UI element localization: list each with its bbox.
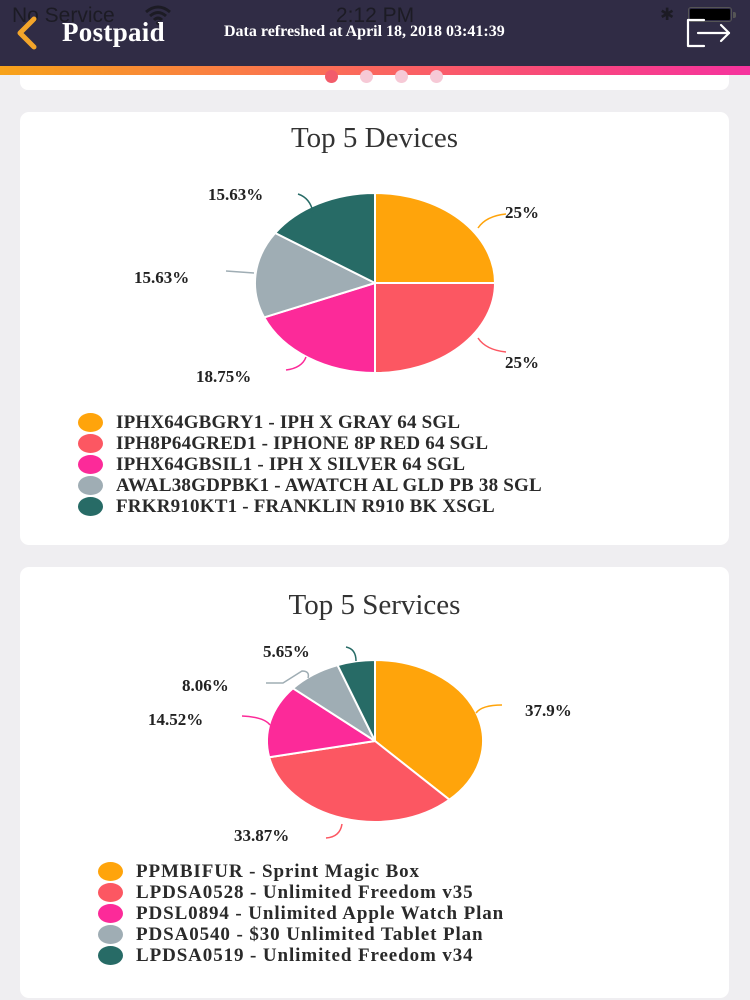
legend-swatch xyxy=(98,883,123,902)
pie-slice[interactable] xyxy=(268,740,451,823)
legend-swatch xyxy=(78,434,103,453)
legend-label: PDSA0540 - $30 Unlimited Tablet Plan xyxy=(136,923,484,945)
status-time: 2:12 PM xyxy=(335,4,415,27)
slice-label: 37.9% xyxy=(525,701,572,720)
chart-legend: IPHX64GBGRY1 - IPH X GRAY 64 SGL IPH8P64… xyxy=(78,412,542,517)
legend-label: FRKR910KT1 - FRANKLIN R910 BK XSGL xyxy=(116,495,495,517)
page-dot-3[interactable] xyxy=(395,70,408,83)
chart-title: Top 5 Services xyxy=(288,589,461,621)
chart-legend: PPMBIFUR - Sprint Magic Box LPDSA0528 - … xyxy=(98,861,504,966)
top-services-card: Top 5 Services 37.9% 33.87% 14.52% 8.06%… xyxy=(20,567,729,998)
slice-label: 25% xyxy=(505,203,539,222)
legend-item[interactable]: IPHX64GBGRY1 - IPH X GRAY 64 SGL xyxy=(78,412,542,433)
legend-item[interactable]: LPDSA0519 - Unlimited Freedom v34 xyxy=(98,945,504,966)
slice-label: 33.87% xyxy=(234,826,289,845)
chevron-left-icon xyxy=(17,16,37,50)
legend-label: LPDSA0528 - Unlimited Freedom v35 xyxy=(136,881,474,903)
legend-item[interactable]: LPDSA0528 - Unlimited Freedom v35 xyxy=(98,882,504,903)
page-dot-4[interactable] xyxy=(430,70,443,83)
logout-button[interactable] xyxy=(684,18,734,48)
page-dot-2[interactable] xyxy=(360,70,373,83)
app-header: No Service 2:12 PM ✱ Postpaid Data refre… xyxy=(0,0,750,66)
legend-swatch xyxy=(78,413,103,432)
pie-slice[interactable] xyxy=(263,282,376,374)
slice-label: 14.52% xyxy=(148,710,203,729)
slice-label: 5.65% xyxy=(263,642,310,661)
legend-label: PPMBIFUR - Sprint Magic Box xyxy=(136,860,420,882)
logout-icon xyxy=(686,18,731,48)
data-refreshed-timestamp: Data refreshed at April 18, 2018 03:41:3… xyxy=(224,23,505,40)
status-carrier: No Service xyxy=(12,4,115,27)
legend-label: PDSL0894 - Unlimited Apple Watch Plan xyxy=(136,902,505,924)
devices-pie-chart: 25% 25% 18.75% 15.63% 15.63% xyxy=(134,185,539,386)
slice-label: 25% xyxy=(505,353,539,372)
page-indicator[interactable] xyxy=(325,70,455,83)
legend-label: IPHX64GBSIL1 - IPH X SILVER 64 SGL xyxy=(116,453,466,475)
legend-label: IPHX64GBGRY1 - IPH X GRAY 64 SGL xyxy=(116,411,461,433)
legend-swatch xyxy=(78,455,103,474)
legend-swatch xyxy=(98,862,123,881)
pie-slice[interactable] xyxy=(374,192,496,284)
chart-title: Top 5 Devices xyxy=(290,122,459,154)
legend-label: LPDSA0519 - Unlimited Freedom v34 xyxy=(136,944,474,966)
legend-item[interactable]: IPH8P64GRED1 - IPHONE 8P RED 64 SGL xyxy=(78,433,542,454)
slice-label: 15.63% xyxy=(208,185,263,204)
page-title: Postpaid xyxy=(62,17,165,47)
slice-label: 15.63% xyxy=(134,268,189,287)
battery-icon xyxy=(688,7,736,22)
legend-swatch xyxy=(78,476,103,495)
pie-slice[interactable] xyxy=(266,687,376,759)
pie-slice[interactable] xyxy=(374,282,496,374)
legend-swatch xyxy=(78,497,103,516)
pie-slice[interactable] xyxy=(274,192,376,284)
legend-item[interactable]: FRKR910KT1 - FRANKLIN R910 BK XSGL xyxy=(78,496,542,517)
page-dot-1[interactable] xyxy=(325,70,338,83)
pie-slice[interactable] xyxy=(336,659,376,742)
slice-label: 18.75% xyxy=(196,367,251,386)
slice-label: 8.06% xyxy=(182,676,229,695)
pie-slice[interactable] xyxy=(253,232,376,319)
legend-item[interactable]: AWAL38GDPBK1 - AWATCH AL GLD PB 38 SGL xyxy=(78,475,542,496)
legend-item[interactable]: PDSL0894 - Unlimited Apple Watch Plan xyxy=(98,903,504,924)
legend-swatch xyxy=(98,946,123,965)
services-pie-chart: 37.9% 33.87% 14.52% 8.06% 5.65% xyxy=(148,642,572,845)
legend-label: AWAL38GDPBK1 - AWATCH AL GLD PB 38 SGL xyxy=(116,474,542,496)
legend-item[interactable]: IPHX64GBSIL1 - IPH X SILVER 64 SGL xyxy=(78,454,542,475)
header-gradient-bar xyxy=(0,66,750,75)
wifi-icon xyxy=(145,5,171,25)
previous-card-bottom xyxy=(20,75,729,90)
top-devices-card: Top 5 Devices 25% 25% 18.75% 15.63% 15.6… xyxy=(20,112,729,545)
legend-swatch xyxy=(98,925,123,944)
bluetooth-icon: ✱ xyxy=(660,5,675,25)
legend-swatch xyxy=(98,904,123,923)
legend-item[interactable]: PPMBIFUR - Sprint Magic Box xyxy=(98,861,504,882)
pie-slice[interactable] xyxy=(374,659,484,801)
legend-item[interactable]: PDSA0540 - $30 Unlimited Tablet Plan xyxy=(98,924,504,945)
back-button[interactable] xyxy=(12,16,46,50)
legend-label: IPH8P64GRED1 - IPHONE 8P RED 64 SGL xyxy=(116,432,489,454)
